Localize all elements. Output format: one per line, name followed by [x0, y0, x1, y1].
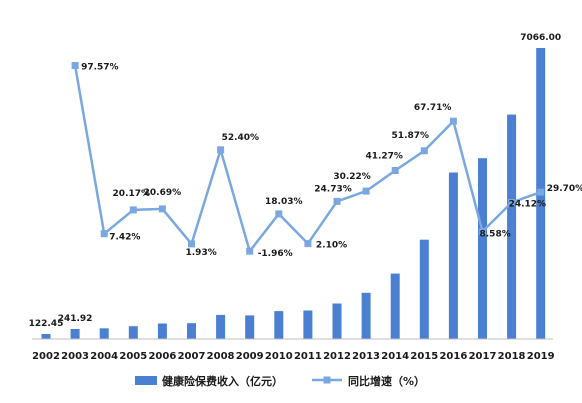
growth-marker-2007 — [188, 240, 195, 248]
bar-2017 — [478, 158, 487, 339]
growth-marker-2006 — [158, 205, 166, 213]
growth-label-2007: 1.93% — [186, 248, 217, 258]
legend-bar-swatch — [135, 376, 157, 385]
x-tick-2009: 2009 — [236, 351, 264, 362]
x-tick-2006: 2006 — [148, 351, 176, 362]
legend: 健康险保费收入（亿元） 同比增速（%） — [135, 374, 425, 388]
growth-marker-2004 — [100, 230, 108, 238]
x-tick-2015: 2015 — [410, 351, 438, 362]
bar-2003 — [70, 329, 80, 339]
growth-marker-2018 — [508, 199, 516, 206]
line-labels-layer: 97.57% 7.42% 20.17%20.69% 1.93% 52.40% -1.96%… — [81, 63, 582, 260]
legend-bar-label: 健康险保费收入（亿元） — [162, 374, 283, 388]
growth-marker-2012 — [333, 197, 341, 205]
bar-2004 — [99, 328, 109, 339]
growth-marker-2016 — [449, 117, 457, 125]
x-tick-2008: 2008 — [207, 351, 235, 362]
bar-2018 — [507, 114, 517, 339]
growth-marker-2013 — [362, 187, 370, 195]
growth-label-2017: 8.58% — [480, 230, 511, 240]
legend-line-marker — [323, 376, 331, 384]
bar-2006 — [157, 323, 167, 339]
x-tick-2010: 2010 — [265, 351, 293, 362]
bar-2010 — [274, 311, 284, 339]
growth-label-2006: 20.69% — [144, 188, 182, 198]
growth-label-2014: 41.27% — [365, 152, 403, 162]
bar-value-label-2019: 7066.00 — [520, 33, 561, 43]
x-tick-2005: 2005 — [119, 351, 147, 362]
x-tick-2004: 2004 — [90, 351, 118, 362]
bar-2012 — [332, 303, 342, 339]
growth-label-2005: 20.17% — [113, 189, 151, 199]
growth-marker-2014 — [391, 167, 399, 174]
growth-marker-2017 — [479, 228, 486, 235]
growth-label-2018: 24.12% — [509, 200, 546, 210]
bar-2013 — [361, 292, 371, 339]
growth-marker-2010 — [275, 210, 283, 218]
growth-label-2012: 24.73% — [314, 184, 352, 194]
x-tick-2019: 2019 — [527, 351, 555, 362]
growth-label-2010: 18.03% — [265, 197, 303, 207]
growth-label-2019: 29.70% — [547, 184, 582, 194]
growth-marker-2008 — [217, 146, 225, 154]
bar-2016 — [448, 172, 458, 339]
bar-2009 — [245, 315, 255, 339]
x-tick-2013: 2013 — [352, 351, 380, 362]
legend-line-label: 同比增速（%） — [348, 374, 425, 388]
growth-label-2013: 30.22% — [333, 172, 371, 182]
bar-2015 — [419, 239, 429, 339]
growth-label-2008: 52.40% — [222, 133, 260, 143]
x-tick-2017: 2017 — [469, 351, 497, 362]
growth-label-2011: 2.10% — [316, 241, 347, 251]
x-tick-labels: 2002 2003 2004 2005 2006 2007 2008 2009 2010 2011… — [32, 351, 555, 362]
bar-2005 — [128, 326, 138, 339]
growth-marker-2005 — [129, 206, 137, 214]
growth-marker-2015 — [420, 147, 428, 155]
bar-2014 — [390, 273, 400, 339]
growth-marker-2009 — [246, 247, 254, 255]
growth-label-2009: -1.96% — [258, 249, 293, 259]
growth-label-2016: 67.71% — [414, 103, 452, 113]
growth-label-2015: 51.87% — [392, 131, 430, 141]
x-tick-2016: 2016 — [439, 351, 467, 362]
x-tick-2012: 2012 — [323, 351, 351, 362]
bar-2007 — [187, 323, 196, 339]
x-tick-2018: 2018 — [498, 351, 526, 362]
bar-2002 — [41, 334, 51, 339]
growth-label-2003: 97.57% — [81, 63, 119, 73]
bar-value-label-2002: 122.45 — [29, 319, 64, 329]
bar-2011 — [303, 310, 313, 339]
growth-marker-2019 — [537, 188, 545, 196]
x-tick-2007: 2007 — [178, 351, 206, 362]
growth-label-2004: 7.42% — [109, 233, 140, 243]
growth-marker-2003 — [71, 62, 79, 69]
bar-2008 — [216, 314, 226, 339]
bar-value-label-2003: 241.92 — [58, 314, 93, 324]
x-tick-2003: 2003 — [61, 351, 89, 362]
growth-marker-2011 — [304, 240, 312, 248]
x-tick-2002: 2002 — [32, 351, 60, 362]
growth-line — [73, 65, 542, 253]
growth-line-layer — [71, 62, 545, 255]
x-tick-2014: 2014 — [381, 351, 409, 362]
x-tick-2011: 2011 — [294, 351, 322, 362]
